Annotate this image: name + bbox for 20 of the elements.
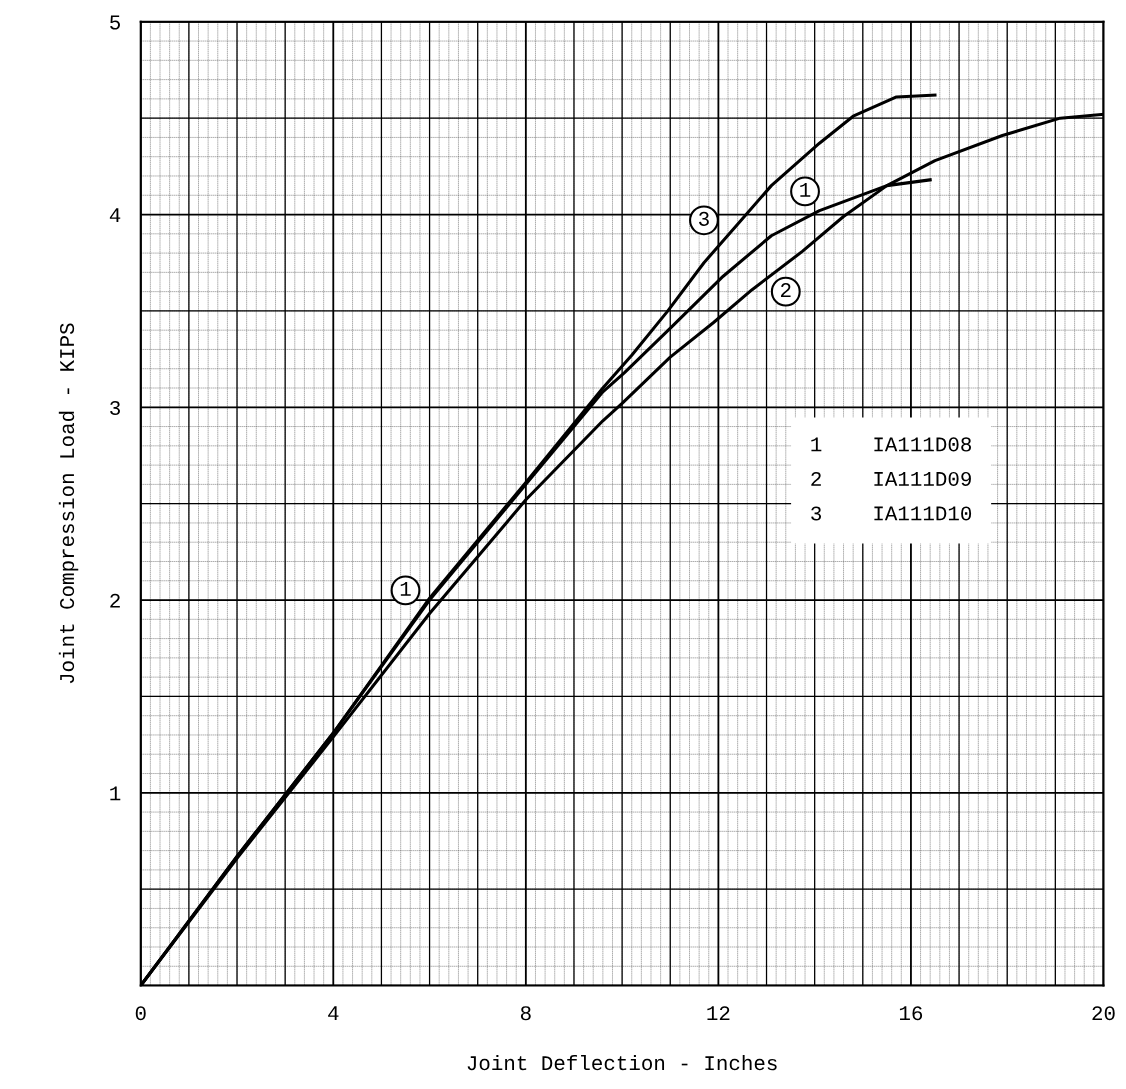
x-tick-label: 0 bbox=[135, 1006, 146, 1021]
x-tick-label: 20 bbox=[1092, 1006, 1115, 1021]
y-tick-label: 5 bbox=[110, 15, 120, 30]
x-tick-label: 4 bbox=[328, 1006, 339, 1021]
x-tick-label: 16 bbox=[899, 1006, 923, 1021]
y-tick-label: 2 bbox=[110, 593, 120, 608]
x-axis-title: Joint Deflection - Inches bbox=[467, 1054, 777, 1071]
annotation: 1 bbox=[800, 183, 811, 197]
annotation: 3 bbox=[699, 211, 709, 226]
annotation: 3 IA111D10 bbox=[811, 506, 972, 521]
y-axis-title: Joint Compression Load - KIPS bbox=[58, 323, 79, 684]
annotation: 2 IA111D09 bbox=[811, 471, 971, 487]
y-tick-label: 3 bbox=[110, 400, 120, 416]
annotation: 2 bbox=[780, 283, 791, 298]
y-tick-label: 4 bbox=[109, 208, 121, 223]
x-tick-label: 12 bbox=[707, 1006, 730, 1021]
x-tick-label: 8 bbox=[520, 1006, 531, 1021]
annotation: 1 IA111D08 bbox=[811, 437, 971, 452]
y-tick-label: 1 bbox=[110, 786, 121, 801]
annotation: 1 bbox=[400, 582, 411, 596]
